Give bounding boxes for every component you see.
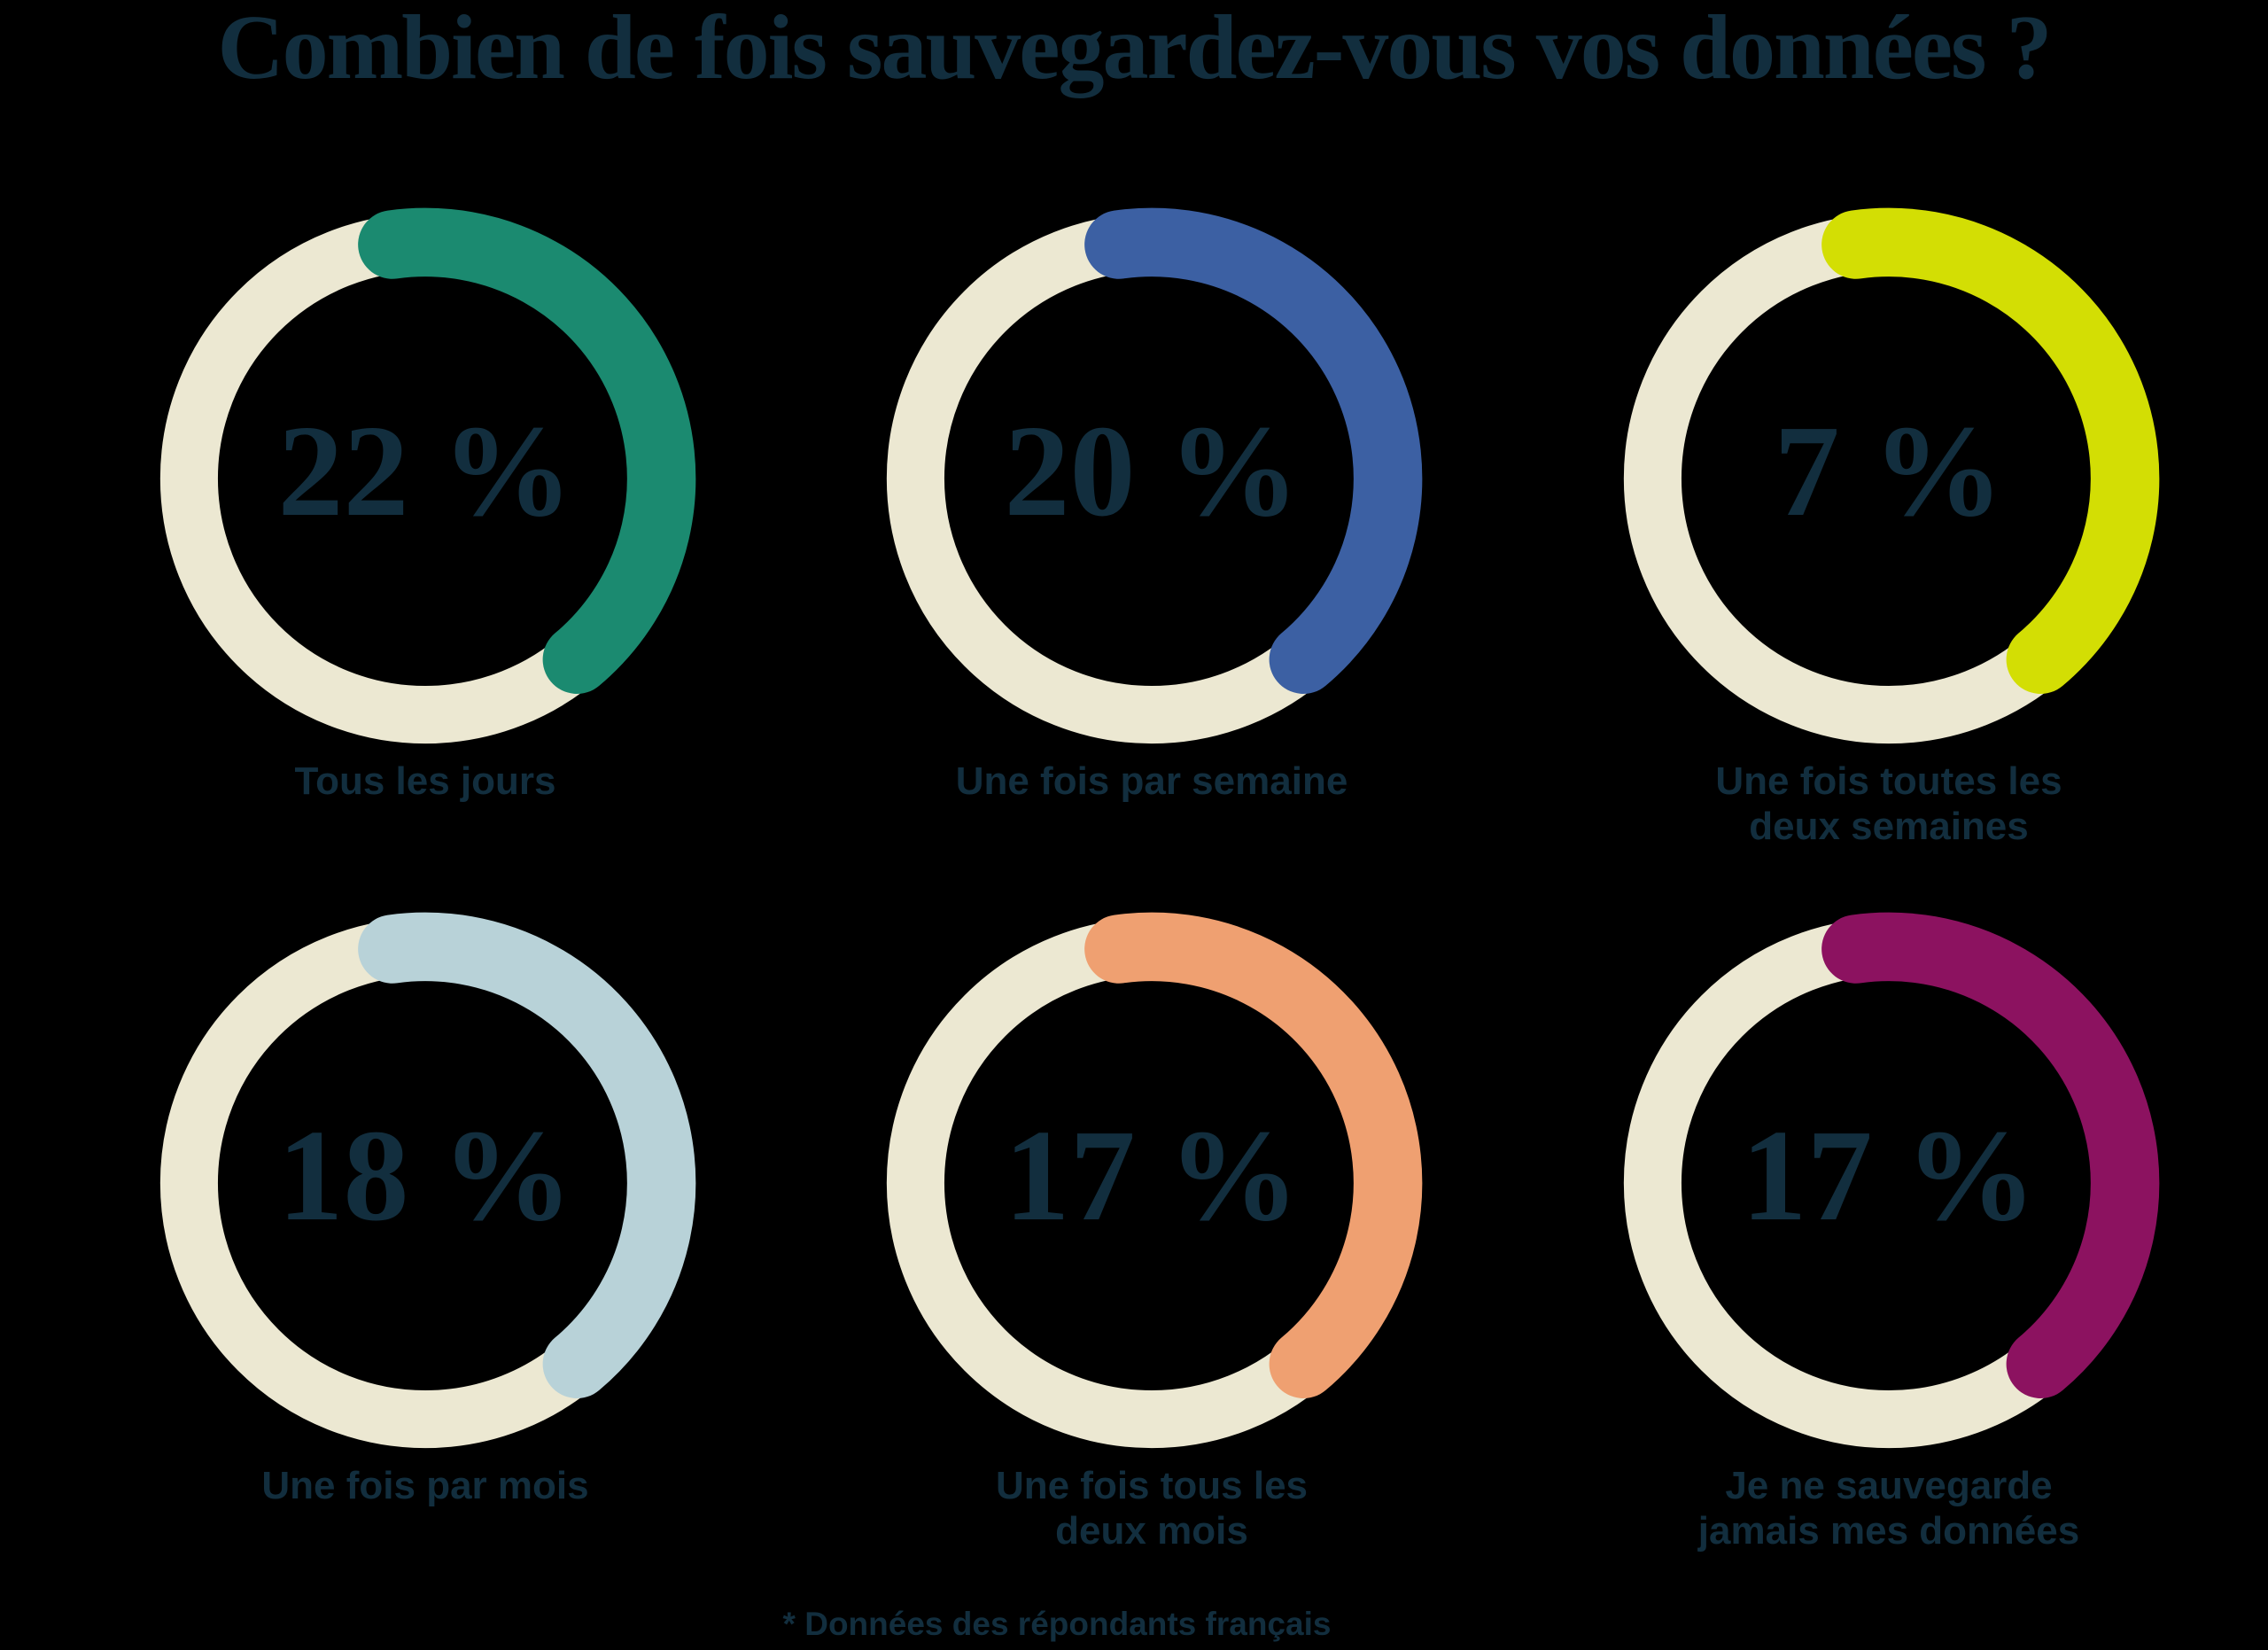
donut-card: 17 % Une fois tous les deux mois [877,908,1426,1553]
footnote: * Données des répondants français [782,1606,1332,1642]
donut-caption: Tous les jours [294,759,556,803]
donut-chart: 18 % [151,908,700,1458]
donut-svg [159,207,696,744]
donut-card: 22 % Tous les jours [151,204,700,804]
donut-caption: Je ne sauvegarde jamais mes données [1697,1464,2080,1553]
donut-chart: 17 % [1614,908,2163,1458]
donut-arc [358,207,696,694]
donut-svg [1623,912,2160,1449]
donut-svg [1623,207,2160,744]
donut-caption: Une fois toutes les deux semaines [1715,759,2062,849]
donut-arc [1821,207,2160,694]
donut-svg [886,207,1423,744]
donut-card: 7 % Une fois toutes les deux semaines [1614,204,2163,849]
donut-arc [1084,912,1423,1398]
donut-arc [358,912,696,1398]
donut-chart: 17 % [877,908,1426,1458]
donut-chart: 20 % [877,204,1426,753]
donut-svg [159,912,696,1449]
donut-svg [886,912,1423,1449]
donut-card: 17 % Je ne sauvegarde jamais mes données [1614,908,2163,1553]
chart-title: Combien de fois sauvegardez-vous vos don… [217,0,2053,98]
donut-chart: 22 % [151,204,700,753]
donut-card: 18 % Une fois par mois [151,908,700,1508]
donut-card: 20 % Une fois par semaine [877,204,1426,804]
donut-chart: 7 % [1614,204,2163,753]
donut-caption: Une fois par mois [261,1464,589,1507]
donut-arc [1084,207,1423,694]
donut-caption: Une fois par semaine [955,759,1348,803]
donut-caption: Une fois tous les deux mois [995,1464,1309,1553]
donut-arc [1821,912,2160,1398]
